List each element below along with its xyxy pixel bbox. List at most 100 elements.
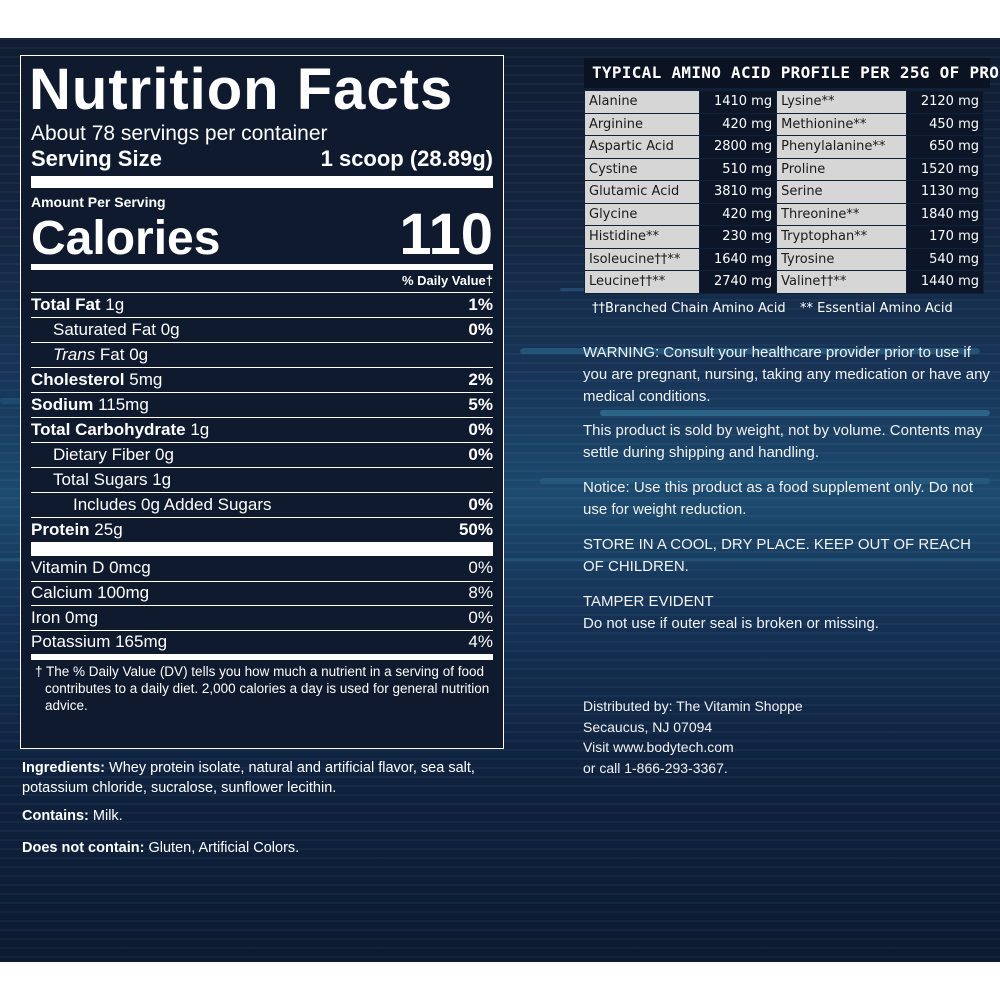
nutrient-name: Total Carbohydrate bbox=[31, 420, 186, 439]
amino-profile-title: TYPICAL AMINO ACID PROFILE PER 25G OF PR… bbox=[584, 58, 1000, 88]
nutrient-row: Total Fat 1g 1% bbox=[31, 292, 493, 317]
distributor-line: Distributed by: The Vitamin Shoppe bbox=[583, 698, 803, 714]
amino-name: Histidine** bbox=[583, 225, 701, 249]
amino-value: 1640 mg bbox=[699, 247, 778, 271]
amino-name: Glutamic Acid bbox=[583, 180, 701, 204]
nutrient-pct: 0% bbox=[468, 320, 493, 339]
sold-by-weight-text: This product is sold by weight, not by v… bbox=[583, 422, 983, 461]
nutrient-name: Trans bbox=[53, 345, 96, 364]
nutrient-amount: 1g bbox=[100, 295, 125, 314]
distributor-block: Distributed by: The Vitamin Shoppe Secau… bbox=[583, 696, 993, 778]
background-streak bbox=[600, 410, 990, 416]
does-not-contain-label: Does not contain: bbox=[22, 840, 145, 856]
nutrient-row: Includes 0g Added Sugars 0% bbox=[31, 492, 493, 517]
background-streak bbox=[540, 478, 990, 484]
amino-value: 2120 mg bbox=[905, 90, 985, 114]
vitamin-row: Calcium 100mg 8% bbox=[31, 580, 493, 606]
serving-size: Serving Size 1 scoop (28.89g) bbox=[31, 146, 493, 172]
label-panel: Nutrition Facts About 78 servings per co… bbox=[0, 38, 1000, 962]
nutrient-pct: 5% bbox=[468, 395, 493, 414]
contains-label: Contains: bbox=[22, 808, 89, 824]
ingredients: Ingredients: Whey protein isolate, natur… bbox=[22, 758, 492, 798]
contains: Contains: Milk. bbox=[22, 806, 123, 826]
amino-row: Glutamic Acid 3810 mg Serine 1130 mg bbox=[583, 180, 985, 204]
amino-name: Alanine bbox=[583, 90, 701, 114]
amino-row: Alanine 1410 mg Lysine** 2120 mg bbox=[583, 90, 985, 114]
amino-value: 1520 mg bbox=[905, 157, 985, 181]
amino-name: Phenylalanine** bbox=[776, 135, 907, 159]
amino-name: Cystine bbox=[583, 157, 701, 181]
nutrition-facts-panel: Nutrition Facts About 78 servings per co… bbox=[20, 55, 504, 749]
phone-line: or call 1-866-293-3367. bbox=[583, 759, 728, 776]
nutrient-row: Protein 25g 50% bbox=[31, 517, 493, 542]
vitamin-pct: 4% bbox=[468, 632, 493, 652]
amino-name: Arginine bbox=[583, 112, 701, 136]
divider bbox=[31, 176, 493, 188]
notice-text: Notice: Use this product as a food suppl… bbox=[583, 479, 973, 518]
tamper-evident-title: TAMPER EVIDENT bbox=[583, 593, 714, 610]
nutrient-amount: Fat 0g bbox=[95, 345, 149, 364]
vitamin-row: Vitamin D 0mcg 0% bbox=[31, 556, 493, 581]
amino-value: 420 mg bbox=[699, 202, 778, 226]
nutrient-amount: Dietary Fiber 0g bbox=[53, 445, 174, 464]
amino-row: Arginine 420 mg Methionine** 450 mg bbox=[583, 112, 985, 136]
amino-row: Isoleucine††** 1640 mg Tyrosine 540 mg bbox=[583, 247, 985, 271]
amino-name: Methionine** bbox=[776, 112, 907, 136]
nutrient-row: Total Sugars 1g bbox=[31, 467, 493, 492]
amino-name: Proline bbox=[776, 157, 907, 181]
amino-value: 1840 mg bbox=[905, 202, 985, 226]
amino-name: Threonine** bbox=[776, 202, 907, 226]
nutrient-pct: 1% bbox=[468, 295, 493, 314]
does-not-contain-text: Gluten, Artificial Colors. bbox=[144, 840, 300, 856]
website-line: Visit www.bodytech.com bbox=[583, 739, 734, 755]
does-not-contain: Does not contain: Gluten, Artificial Col… bbox=[22, 838, 299, 858]
amino-name: Glycine bbox=[583, 202, 701, 226]
amino-name: Tyrosine bbox=[776, 247, 907, 271]
amino-row: Aspartic Acid 2800 mg Phenylalanine** 65… bbox=[583, 135, 985, 159]
calories-row: Calories 110 bbox=[31, 206, 493, 266]
divider bbox=[31, 654, 493, 660]
amino-name: Leucine††** bbox=[583, 270, 701, 294]
amino-row: Glycine 420 mg Threonine** 1840 mg bbox=[583, 202, 985, 226]
amino-name: Serine bbox=[776, 180, 907, 204]
vitamin-row: Potassium 165mg 4% bbox=[31, 629, 493, 655]
nutrient-pct: 0% bbox=[468, 420, 493, 439]
serving-size-value: 1 scoop (28.89g) bbox=[320, 146, 493, 171]
amino-value: 2740 mg bbox=[699, 270, 778, 294]
amino-name: Tryptophan** bbox=[776, 225, 907, 249]
ingredients-label: Ingredients: bbox=[22, 760, 105, 776]
warning-text: WARNING: Consult your healthcare provide… bbox=[583, 344, 990, 405]
nutrient-name: Sodium bbox=[31, 395, 94, 414]
amino-name: Lysine** bbox=[776, 90, 907, 114]
amino-value: 1410 mg bbox=[699, 90, 778, 114]
amino-value: 1440 mg bbox=[905, 270, 985, 294]
nutrition-facts-title: Nutrition Facts bbox=[29, 57, 454, 122]
amino-name: Aspartic Acid bbox=[583, 135, 701, 159]
nutrient-row: Saturated Fat 0g 0% bbox=[31, 317, 493, 342]
amino-value: 3810 mg bbox=[699, 180, 778, 204]
nutrient-row: Cholesterol 5mg 2% bbox=[31, 367, 493, 392]
tamper-evident-text: Do not use if outer seal is broken or mi… bbox=[583, 615, 879, 632]
calories-label: Calories bbox=[31, 212, 221, 265]
nutrient-name: Total Fat bbox=[31, 295, 101, 314]
bcaa-legend: ††Branched Chain Amino Acid bbox=[592, 301, 786, 316]
vitamin-label: Calcium 100mg bbox=[31, 583, 150, 603]
contains-text: Milk. bbox=[88, 808, 123, 824]
vitamin-label: Potassium 165mg bbox=[31, 632, 168, 652]
vitamin-label: Iron 0mg bbox=[31, 607, 99, 627]
amino-profile-table: Alanine 1410 mg Lysine** 2120 mg Arginin… bbox=[583, 90, 985, 294]
amino-row: Histidine** 230 mg Tryptophan** 170 mg bbox=[583, 225, 985, 249]
amino-value: 450 mg bbox=[905, 112, 985, 136]
daily-value-footnote: † The % Daily Value (DV) tells you how m… bbox=[35, 664, 490, 713]
nutrient-pct: 0% bbox=[468, 495, 493, 514]
amino-row: Leucine††** 2740 mg Valine††** 1440 mg bbox=[583, 270, 985, 294]
vitamin-label: Vitamin D 0mcg bbox=[31, 558, 151, 578]
amino-value: 420 mg bbox=[699, 112, 778, 136]
background-streak bbox=[520, 348, 980, 354]
nutrient-amount: Total Sugars 1g bbox=[53, 470, 172, 489]
servings-per-container: About 78 servings per container bbox=[31, 122, 328, 145]
nutrient-row: Trans Fat 0g bbox=[31, 342, 493, 367]
ingredients-text: Whey protein isolate, natural and artifi… bbox=[22, 760, 475, 796]
amino-name: Valine††** bbox=[776, 270, 907, 294]
nutrient-amount: 1g bbox=[185, 420, 210, 439]
